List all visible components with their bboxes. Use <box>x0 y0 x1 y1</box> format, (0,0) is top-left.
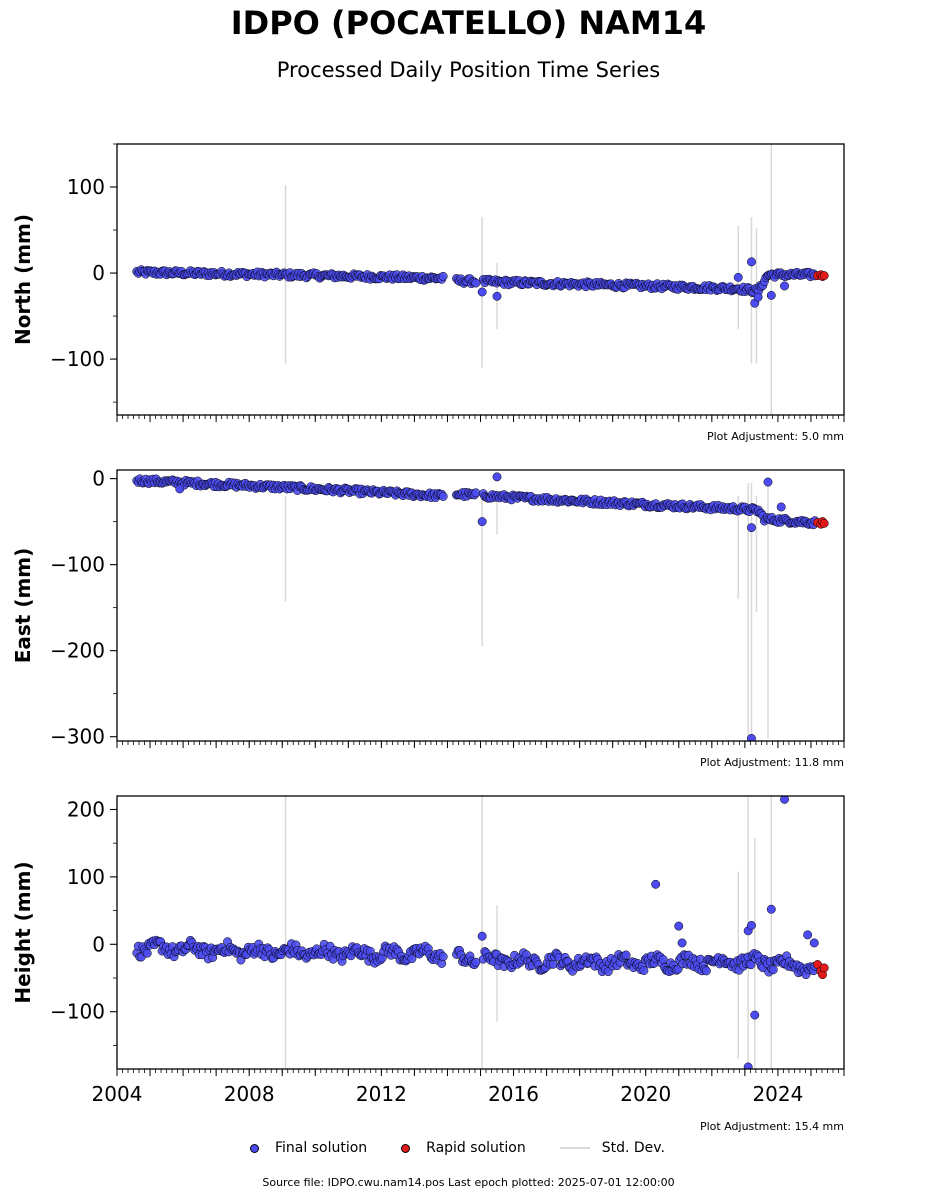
y-tick-label: −100 <box>50 553 105 577</box>
final-point <box>438 271 448 281</box>
outlier-point <box>492 472 502 482</box>
outlier-point <box>733 272 743 282</box>
outlier-point <box>477 287 487 297</box>
x-tick-label: 2012 <box>356 1082 407 1106</box>
outlier-point <box>747 523 756 533</box>
outlier-point <box>747 257 756 267</box>
outlier-point <box>743 1062 753 1069</box>
x-tick-label: 2008 <box>224 1082 275 1106</box>
outlier-point <box>477 517 487 527</box>
outlier-point <box>766 904 776 914</box>
outlier-point <box>674 921 684 931</box>
final-point <box>471 278 481 288</box>
y-tick-label: 0 <box>92 932 105 956</box>
panel-1: 0 −100 −200 −300 East (mm) Plot Adjustment: 1… <box>11 467 845 769</box>
final-point <box>768 965 778 975</box>
panel-2: 200 100 0 −100 2004 2008 2012 2016 2020 2024 Heigh… <box>11 795 845 1133</box>
plot-adjustment-label: Plot Adjustment: 15.4 mm <box>700 1120 844 1133</box>
final-point <box>701 966 711 976</box>
outlier-point <box>677 938 687 948</box>
final-point <box>471 488 481 498</box>
outlier-point <box>477 931 487 941</box>
y-tick-label: 100 <box>67 175 105 199</box>
plot-adjustment-label: Plot Adjustment: 11.8 mm <box>700 756 844 769</box>
legend-rapid: Rapid solution <box>401 1140 526 1156</box>
rapid-point <box>819 963 829 973</box>
source-footer: Source file: IDPO.cwu.nam14.pos Last epo… <box>262 1176 675 1189</box>
x-tick-label: 2020 <box>620 1082 671 1106</box>
legend-std-label: Std. Dev. <box>601 1140 665 1156</box>
plot-adjustment-label: Plot Adjustment: 5.0 mm <box>707 430 844 443</box>
final-point <box>407 954 417 964</box>
outlier-point <box>175 484 185 494</box>
outlier-point <box>492 291 502 301</box>
rapid-solution-marker-icon <box>401 1143 411 1153</box>
outlier-point <box>753 292 763 302</box>
x-tick-label: 2024 <box>752 1082 803 1106</box>
outlier-point <box>747 920 756 930</box>
legend-std: Std. Dev. <box>559 1140 665 1156</box>
plot-area <box>132 472 829 741</box>
outlier-point <box>780 796 789 804</box>
outlier-point <box>803 930 813 940</box>
y-tick-label: −100 <box>50 347 105 371</box>
final-point <box>746 960 756 970</box>
y-axis-label: North (mm) <box>11 214 35 345</box>
legend-final-label: Final solution <box>275 1140 368 1156</box>
y-tick-label: −300 <box>50 725 105 749</box>
final-point <box>142 948 152 958</box>
chart-subtitle: Processed Daily Position Time Series <box>276 58 661 82</box>
outlier-point <box>780 281 789 291</box>
final-point <box>658 955 668 964</box>
outlier-point <box>651 879 661 889</box>
y-tick-label: 200 <box>67 797 105 821</box>
final-point <box>639 966 649 975</box>
final-point <box>548 959 558 969</box>
y-axis-label: East (mm) <box>11 548 35 664</box>
y-axis-label: Height (mm) <box>11 861 35 1003</box>
rapid-point <box>819 518 829 528</box>
outlier-point <box>809 938 819 948</box>
rapid-point <box>819 271 829 281</box>
outlier-point <box>763 477 773 487</box>
y-tick-label: 100 <box>67 865 105 889</box>
y-tick-label: −200 <box>50 639 105 663</box>
chart-title: IDPO (POCATELLO) NAM14 <box>230 4 707 42</box>
plot-area <box>132 796 829 1069</box>
y-tick-label: 0 <box>92 467 105 491</box>
x-tick-label: 2004 <box>92 1082 143 1106</box>
outlier-point <box>776 502 786 512</box>
legend-rapid-label: Rapid solution <box>426 1140 526 1156</box>
panel-0: 100 0 −100 North (mm) Plot Adjustment: 5.0 m… <box>11 143 845 443</box>
outlier-point <box>750 1010 760 1020</box>
std-dev-line-icon <box>559 1147 590 1149</box>
final-point <box>621 950 631 960</box>
y-tick-label: 0 <box>92 261 105 285</box>
y-tick-label: −100 <box>50 1000 105 1024</box>
x-tick-label: 2016 <box>488 1082 539 1106</box>
final-point <box>438 492 448 501</box>
outlier-point <box>766 290 776 300</box>
plot-area <box>132 144 829 415</box>
legend: Final solution Rapid solution Std. Dev. <box>250 1138 699 1158</box>
final-solution-marker-icon <box>250 1143 259 1153</box>
outlier-point <box>747 733 756 741</box>
legend-final: Final solution <box>250 1140 367 1156</box>
final-point <box>438 952 448 962</box>
final-point <box>471 957 481 967</box>
